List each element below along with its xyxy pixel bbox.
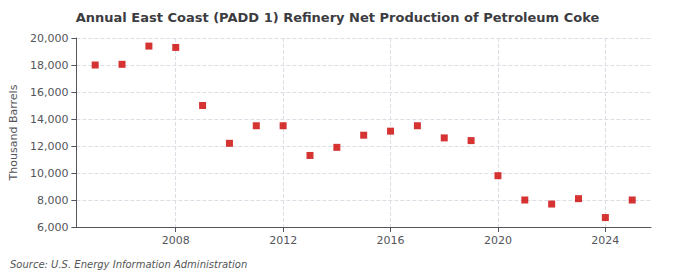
svg-text:Thousand Barrels: Thousand Barrels xyxy=(7,84,20,181)
svg-text:10,000: 10,000 xyxy=(30,167,69,180)
svg-text:12,000: 12,000 xyxy=(30,140,69,153)
svg-text:20,000: 20,000 xyxy=(30,32,69,45)
svg-text:8,000: 8,000 xyxy=(37,194,69,207)
svg-text:16,000: 16,000 xyxy=(30,86,69,99)
svg-text:2020: 2020 xyxy=(484,234,512,247)
svg-text:2024: 2024 xyxy=(591,234,619,247)
svg-text:6,000: 6,000 xyxy=(37,221,69,234)
svg-text:Source: U.S. Energy Informatio: Source: U.S. Energy Information Administ… xyxy=(10,259,247,270)
svg-text:2008: 2008 xyxy=(162,234,190,247)
svg-text:14,000: 14,000 xyxy=(30,113,69,126)
svg-text:2012: 2012 xyxy=(269,234,297,247)
svg-text:Annual East Coast (PADD 1) Ref: Annual East Coast (PADD 1) Refinery Net … xyxy=(76,10,600,25)
svg-text:18,000: 18,000 xyxy=(30,59,69,72)
svg-text:2016: 2016 xyxy=(377,234,405,247)
